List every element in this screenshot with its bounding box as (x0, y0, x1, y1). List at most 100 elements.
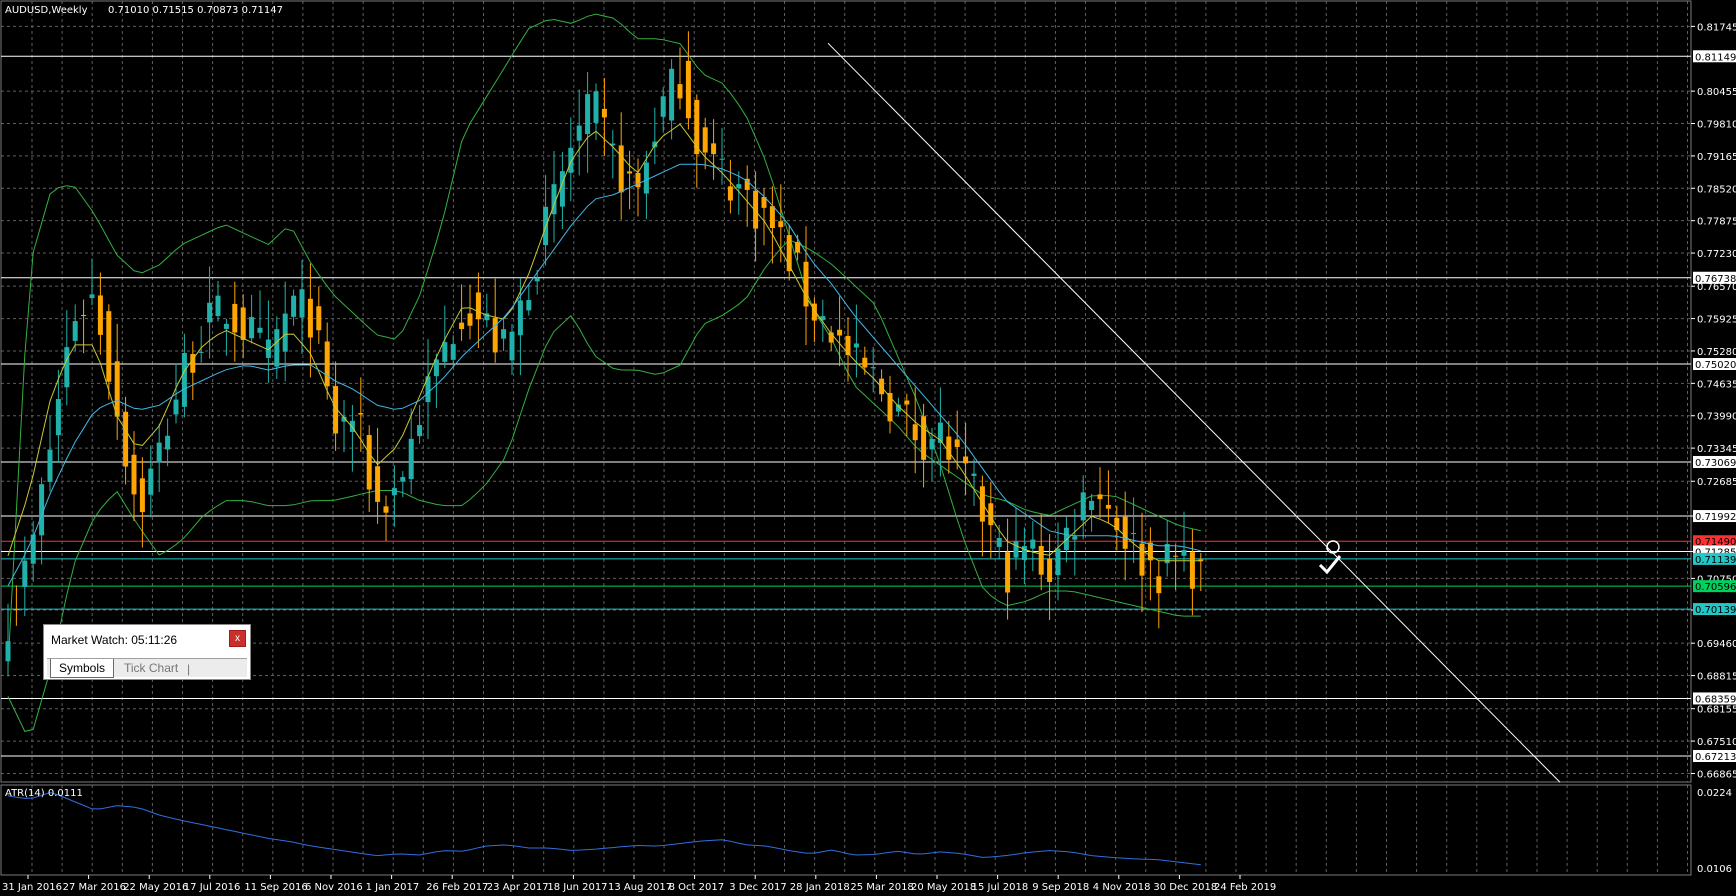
main-frame (0, 0, 1692, 783)
candle-body-133 (1122, 516, 1128, 549)
candle-body-12 (106, 311, 112, 382)
bb-upper-line (7, 13, 1201, 667)
level-label-10: 0.68359 (1695, 694, 1736, 705)
candle-body-59 (501, 329, 507, 339)
level-tag-10 (1693, 692, 1736, 705)
bollinger-bands (7, 13, 1201, 732)
date-tick-label-20: 24 Feb 2019 (1214, 882, 1276, 893)
candle-body-115 (971, 473, 977, 476)
candle-body-51 (433, 359, 439, 377)
price-axis: 0.81745 0.80455 0.79810 0.79165 0.78520 0.778… (1691, 22, 1736, 780)
level-tag-0 (1693, 50, 1736, 63)
candle-body-137 (1156, 576, 1162, 594)
candle-body-7 (64, 347, 70, 388)
candle-body-75 (635, 172, 641, 188)
candle-body-120 (1013, 541, 1019, 558)
candle-body-53 (450, 344, 456, 360)
candle-body-128 (1080, 492, 1086, 521)
candle-body-87 (736, 184, 742, 188)
candle-body-55 (467, 313, 473, 326)
candle-body-28 (240, 307, 246, 340)
chart-frames (0, 0, 1692, 876)
candle-body-107 (904, 400, 910, 405)
checkmark-icon (1318, 555, 1342, 575)
candle-body-21 (181, 352, 187, 407)
ma-fast-line (7, 123, 1201, 562)
moving-averages (7, 123, 1201, 587)
date-tick-label-5: 6 Nov 2016 (305, 882, 363, 893)
level-tag-9 (1693, 603, 1736, 616)
candle-body-49 (417, 425, 423, 437)
candle-body-43 (366, 435, 372, 490)
price-tick-label-19: 0.68815 (1697, 672, 1736, 683)
candle-body-113 (954, 439, 960, 447)
candle-body-99 (837, 329, 843, 336)
price-tick-label-21: 0.67510 (1697, 737, 1736, 748)
price-tick-label-2: 0.79810 (1697, 120, 1736, 131)
candle-body-117 (988, 503, 994, 526)
candle-body-125 (1055, 548, 1061, 576)
trendline[interactable] (827, 42, 1561, 783)
candle-body-131 (1105, 504, 1111, 509)
candle-body-109 (921, 416, 927, 460)
candle-body-61 (517, 300, 523, 336)
close-icon[interactable]: x (229, 630, 246, 647)
candle-body-76 (643, 162, 649, 194)
price-tick-label-1: 0.80455 (1697, 87, 1736, 98)
candle-body-4 (39, 484, 45, 536)
candle-body-86 (727, 186, 733, 201)
price-tick-label-10: 0.74635 (1697, 379, 1736, 390)
date-tick-label-10: 13 Aug 2017 (608, 882, 672, 893)
date-tick-label-18: 4 Nov 2018 (1093, 882, 1151, 893)
price-tick-label-20: 0.68155 (1697, 705, 1736, 716)
level-tag-11 (1693, 749, 1736, 762)
atr-line (7, 791, 1201, 866)
candle-body-6 (55, 399, 61, 436)
candle-body-100 (845, 335, 851, 356)
candle-body-36 (307, 298, 313, 338)
candle-body-134 (1131, 533, 1137, 535)
candle-body-50 (425, 376, 431, 403)
candle-body-132 (1114, 517, 1120, 530)
level-tag-3 (1693, 455, 1736, 468)
candle-body-112 (946, 436, 952, 460)
candle-body-63 (534, 278, 540, 282)
candle-body-32 (274, 329, 280, 367)
level-label-0: 0.81149 (1695, 52, 1736, 63)
candle-body-78 (660, 96, 666, 117)
candle-body-69 (585, 94, 591, 135)
price-tick-label-0: 0.81745 (1697, 22, 1736, 33)
candle-body-80 (677, 84, 683, 99)
candle-body-48 (408, 438, 414, 480)
candle-body-102 (862, 357, 868, 368)
candle-body-118 (996, 538, 1002, 547)
candle-body-92 (778, 221, 784, 228)
candle-body-130 (1097, 494, 1103, 500)
candle-body-90 (761, 196, 767, 208)
candle-body-62 (526, 300, 532, 311)
date-tick-label-3: 17 Jul 2016 (184, 882, 241, 893)
atr-axis: 0.0224 0.0106 (1697, 788, 1732, 875)
date-tick-label-0: 31 Jan 2016 (2, 882, 62, 893)
market-watch-window[interactable]: Market Watch: 05:11:26 x Symbols Tick Ch… (43, 624, 251, 680)
candle-body-17 (148, 468, 154, 495)
level-label-8: 0.70596 (1695, 582, 1736, 593)
candle-body-77 (652, 141, 658, 148)
candle-body-52 (442, 342, 448, 362)
candle-body-37 (316, 306, 322, 331)
candle-body-14 (123, 411, 129, 467)
candle-body-26 (223, 323, 229, 329)
candle-body-140 (1181, 550, 1187, 556)
candle-body-30 (257, 327, 263, 333)
drawing-marks[interactable] (1318, 540, 1342, 575)
tab-tick-chart[interactable]: Tick Chart (124, 661, 179, 675)
candle-body-84 (711, 143, 717, 155)
date-tick-label-11: 8 Oct 2017 (669, 882, 724, 893)
tab-symbols[interactable]: Symbols (50, 659, 115, 678)
level-tag-5 (1693, 535, 1736, 548)
level-label-9: 0.70139 (1695, 605, 1736, 616)
candle-body-136 (1147, 542, 1153, 561)
atr-panel (7, 791, 1201, 866)
candle-body-85 (719, 158, 725, 160)
